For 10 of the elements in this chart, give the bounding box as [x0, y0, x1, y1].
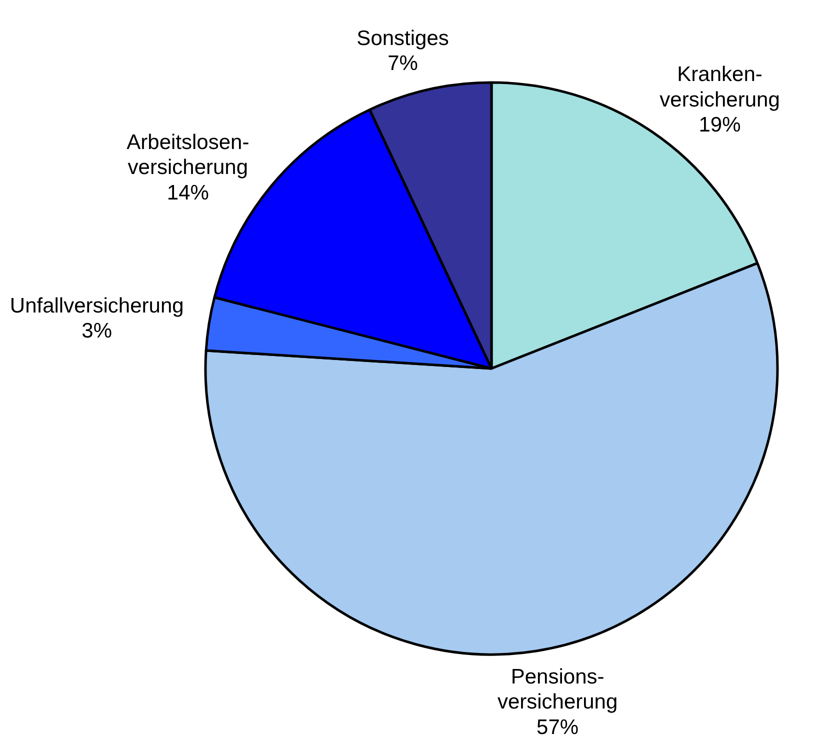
data-label: 57%: [536, 716, 579, 739]
slice-label: Sonstiges: [356, 26, 449, 50]
data-label: 19%: [698, 114, 741, 137]
slice-label: Pensions- versicherung: [497, 665, 618, 714]
data-label: 3%: [82, 320, 112, 343]
data-label: 7%: [388, 52, 418, 76]
slice-label: Arbeitslosen- versicherung: [126, 130, 250, 180]
slice-label: Unfallversicherung: [10, 294, 184, 318]
data-label: 14%: [166, 181, 209, 204]
slice-label: Kranken- versicherung: [660, 62, 780, 112]
